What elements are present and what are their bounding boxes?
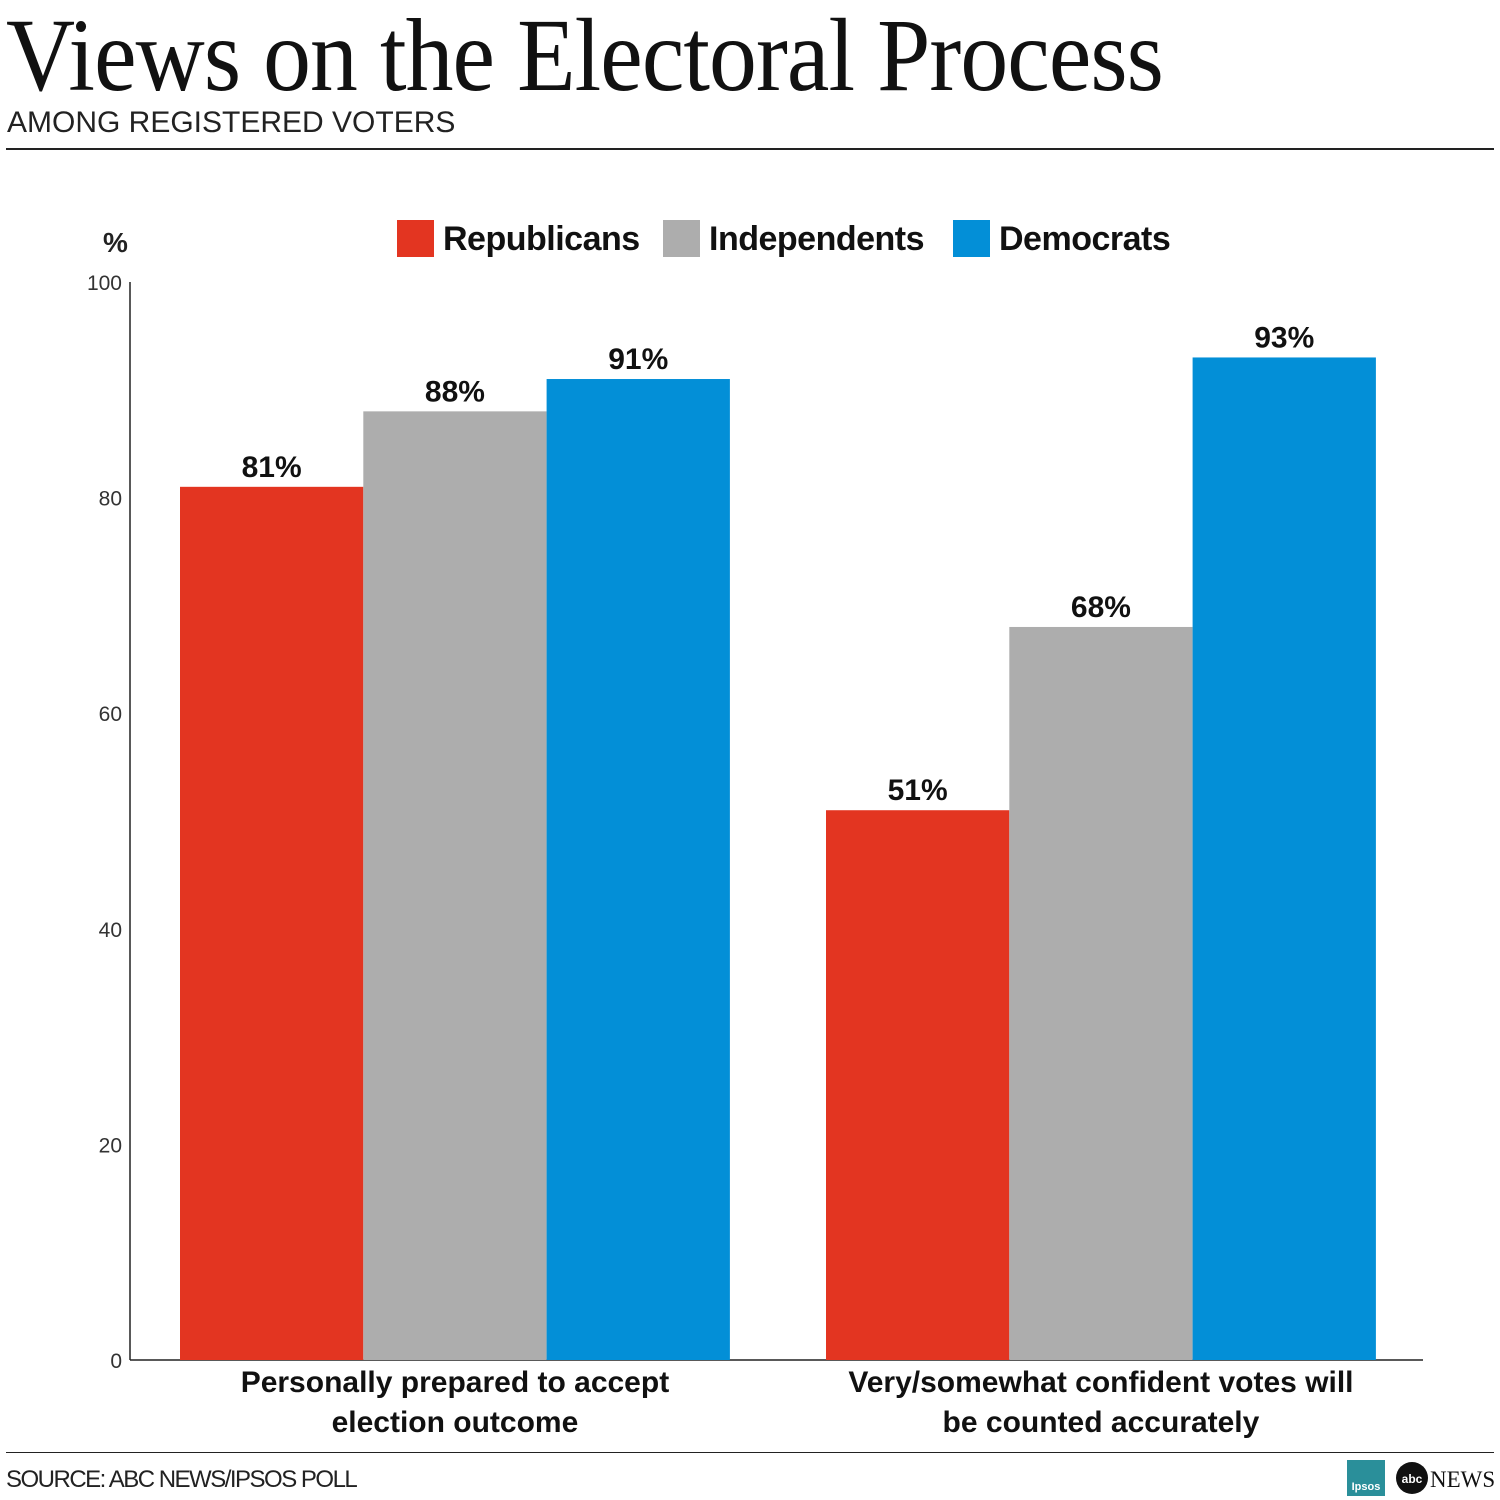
bar-independents-0 xyxy=(363,411,547,1360)
category-label: Personally prepared to accept xyxy=(241,1366,670,1399)
y-tick-label: 40 xyxy=(99,919,122,942)
category-label: Very/somewhat confident votes will xyxy=(848,1366,1353,1399)
source-note: SOURCE: ABC NEWS/IPSOS POLL xyxy=(6,1466,358,1493)
chart-title: Views on the Electoral Process xyxy=(6,0,1164,113)
ipsos-logo xyxy=(1347,1460,1385,1496)
y-tick-label: 0 xyxy=(110,1350,122,1373)
data-label: 91% xyxy=(608,343,668,376)
legend-swatch-republicans xyxy=(397,220,434,257)
data-label: 88% xyxy=(425,375,485,408)
chart-subtitle: AMONG REGISTERED VOTERS xyxy=(7,106,456,139)
category-label: be counted accurately xyxy=(943,1406,1260,1439)
abc-logo-text: abc xyxy=(1402,1472,1423,1486)
legend-label: Democrats xyxy=(999,220,1170,258)
category-label: election outcome xyxy=(332,1406,579,1439)
y-axis-unit: % xyxy=(103,227,128,258)
data-label: 51% xyxy=(888,774,948,807)
y-tick-label: 80 xyxy=(99,488,122,511)
bar-democrats-1 xyxy=(1192,357,1376,1361)
legend-label: Independents xyxy=(709,220,924,258)
bar-democrats-0 xyxy=(546,379,730,1360)
bar-republicans-0 xyxy=(180,486,364,1360)
bar-republicans-1 xyxy=(826,810,1010,1360)
legend-label: Republicans xyxy=(443,220,640,258)
ipsos-logo-text: Ipsos xyxy=(1352,1481,1381,1493)
header-divider xyxy=(6,148,1494,150)
y-tick-label: 60 xyxy=(99,703,122,726)
y-tick-label: 20 xyxy=(99,1134,122,1157)
data-label: 93% xyxy=(1254,321,1314,354)
legend-swatch-independents xyxy=(663,220,700,257)
data-label: 68% xyxy=(1071,591,1131,624)
legend-swatch-democrats xyxy=(953,220,990,257)
bar-independents-1 xyxy=(1009,626,1193,1360)
y-tick-label: 100 xyxy=(87,272,122,295)
news-logo-text: NEWS xyxy=(1430,1467,1495,1492)
data-label: 81% xyxy=(242,451,302,484)
footer-divider xyxy=(6,1452,1494,1453)
abc-logo xyxy=(1396,1462,1428,1494)
